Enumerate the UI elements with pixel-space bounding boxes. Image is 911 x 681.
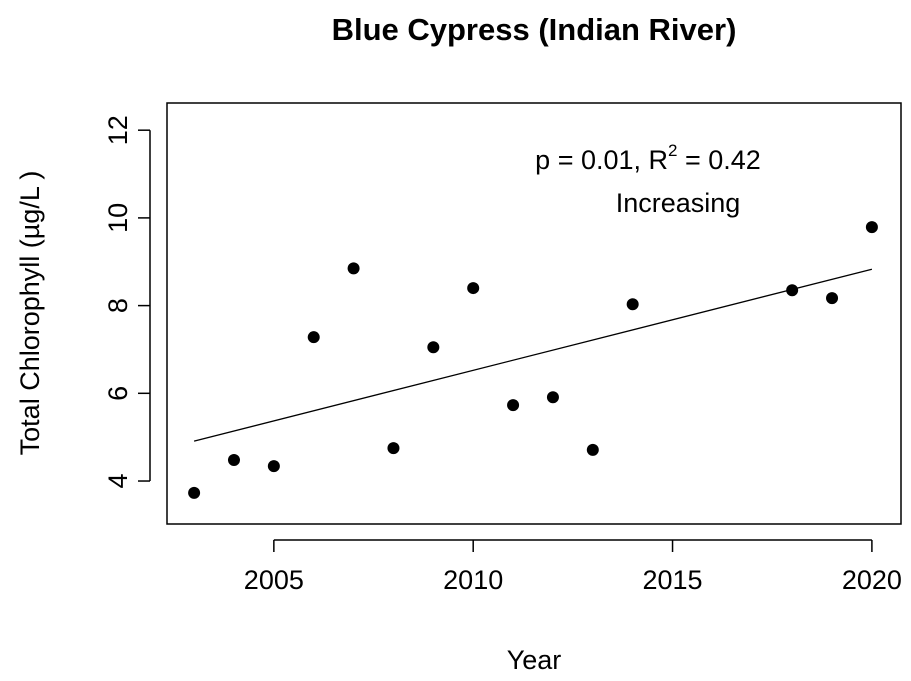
annotation-text: = 0.42 [677, 145, 760, 175]
x-tick-label: 2005 [244, 565, 304, 595]
y-tick-label: 8 [103, 298, 133, 313]
y-tick-label: 4 [103, 474, 133, 489]
data-point [188, 486, 201, 499]
y-tick-label: 10 [103, 203, 133, 233]
plot-box [166, 102, 902, 525]
data-point [387, 442, 400, 455]
data-point [786, 284, 799, 297]
x-tick-label: 2010 [443, 565, 503, 595]
data-point [865, 221, 878, 234]
data-point [267, 460, 280, 473]
data-point [227, 453, 240, 466]
y-axis-label: Total Chlorophyll (µg/L ) [15, 171, 45, 456]
data-point [347, 262, 360, 275]
data-point [626, 298, 639, 311]
trend-line [193, 268, 873, 442]
chart-title: Blue Cypress (Indian River) [332, 12, 737, 47]
data-point [467, 282, 480, 295]
data-point [546, 391, 559, 404]
data-point [427, 341, 440, 354]
annotation-direction: Increasing [616, 188, 741, 218]
x-axis-label: Year [507, 645, 562, 675]
data-point [826, 292, 839, 305]
data-point [307, 331, 320, 344]
annotation-stats: p = 0.01, R2 = 0.42 [535, 141, 761, 175]
x-tick-label: 2015 [643, 565, 703, 595]
data-point [586, 443, 599, 456]
data-point [507, 399, 520, 412]
x-tick-label: 2020 [842, 565, 902, 595]
annotation-text: p = 0.01, R [535, 145, 668, 175]
y-tick-label: 6 [103, 386, 133, 401]
y-tick-label: 12 [103, 115, 133, 145]
annotation-superscript: 2 [668, 141, 677, 160]
